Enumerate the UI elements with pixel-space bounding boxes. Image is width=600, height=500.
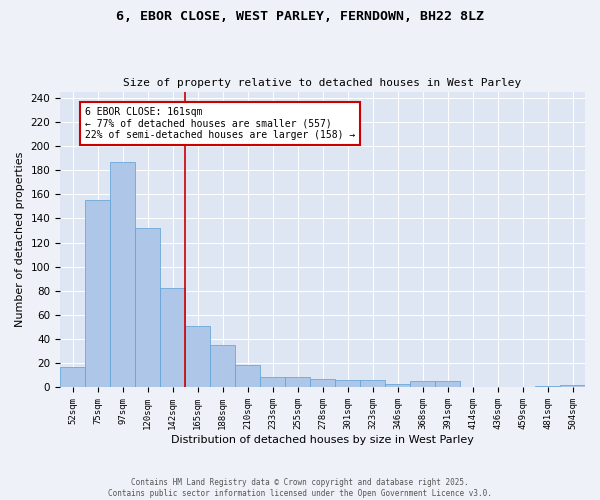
Bar [135,228,160,388]
Bar [210,345,235,388]
Bar [235,364,260,388]
Text: Contains HM Land Registry data © Crown copyright and database right 2025.
Contai: Contains HM Land Registry data © Crown c… [108,478,492,498]
Bar [60,367,85,388]
Bar [385,384,410,388]
Bar [110,162,135,388]
Bar [560,385,585,388]
Bar [310,379,335,388]
Bar [85,200,110,388]
Bar [260,376,285,388]
Text: 6, EBOR CLOSE, WEST PARLEY, FERNDOWN, BH22 8LZ: 6, EBOR CLOSE, WEST PARLEY, FERNDOWN, BH… [116,10,484,23]
Bar [335,380,360,388]
Y-axis label: Number of detached properties: Number of detached properties [15,152,25,327]
Bar [285,376,310,388]
Bar [185,326,210,388]
Bar [360,380,385,388]
Bar [410,382,435,388]
Title: Size of property relative to detached houses in West Parley: Size of property relative to detached ho… [124,78,521,88]
Bar [535,386,560,388]
X-axis label: Distribution of detached houses by size in West Parley: Distribution of detached houses by size … [171,435,474,445]
Bar [160,288,185,388]
Bar [435,382,460,388]
Text: 6 EBOR CLOSE: 161sqm
← 77% of detached houses are smaller (557)
22% of semi-deta: 6 EBOR CLOSE: 161sqm ← 77% of detached h… [85,108,355,140]
